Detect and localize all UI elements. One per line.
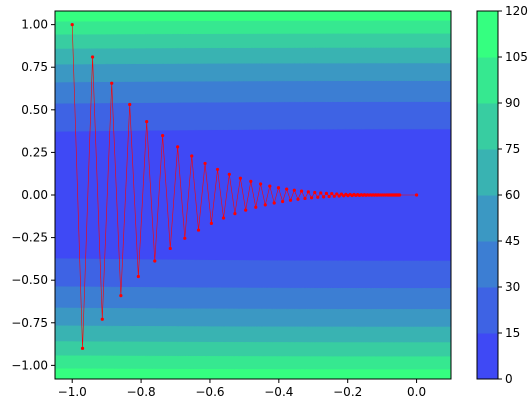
trajectory-point-46 — [330, 192, 334, 196]
colorbar-tick-label-8: 120 — [505, 4, 528, 18]
trajectory-point-48 — [335, 192, 339, 196]
trajectory-point-15 — [196, 228, 201, 232]
x-tick-label-4: −0.2 — [333, 385, 362, 399]
trajectory-point-35 — [296, 197, 300, 201]
x-axis: −1.0 −0.8 −0.6 −0.4 −0.2 0.0 — [58, 379, 426, 399]
colorbar-tick-label-6: 90 — [505, 96, 520, 110]
trajectory-point-3 — [100, 317, 104, 321]
trajectory-point-7 — [136, 274, 140, 279]
colorbar-swatch-4 — [477, 149, 498, 196]
colorbar-tick-label-1: 15 — [505, 326, 520, 340]
trajectory-point-8 — [145, 120, 149, 124]
trajectory-point-49 — [337, 194, 341, 198]
trajectory-point-17 — [209, 221, 213, 226]
trajectory-point-2 — [90, 55, 95, 59]
trajectory-point-24 — [249, 179, 253, 184]
x-tick-label-3: −0.4 — [264, 385, 293, 399]
trajectory-point-34 — [292, 188, 296, 192]
trajectory-point-43 — [322, 195, 326, 199]
y-tick-label-6: −0.50 — [11, 273, 48, 287]
trajectory-point-11 — [168, 246, 172, 251]
y-tick-label-2: 0.50 — [21, 103, 48, 117]
trajectory-point-12 — [176, 145, 180, 149]
colorbar-tick-label-7: 105 — [505, 50, 528, 64]
colorbar-swatch-6 — [477, 57, 498, 104]
colorbar-tick-label-3: 45 — [505, 234, 520, 248]
trajectory-point-19 — [221, 216, 226, 220]
trajectory-point-6 — [128, 102, 132, 107]
trajectory-point-36 — [299, 189, 304, 193]
y-tick-label-4: 0.00 — [21, 188, 48, 202]
colorbar-swatch-1 — [477, 287, 498, 334]
trajectory-point-40 — [313, 190, 317, 195]
y-tick-label-8: −1.00 — [11, 358, 48, 372]
trajectory-point-39 — [309, 196, 314, 200]
trajectory-point-32 — [285, 187, 289, 191]
trajectory-point-10 — [161, 134, 165, 138]
trajectory-point-20 — [227, 172, 231, 176]
y-tick-label-0: 1.00 — [21, 18, 48, 32]
trajectory-point-50 — [339, 192, 344, 196]
y-tick-label-5: −0.25 — [11, 231, 48, 245]
trajectory-point-33 — [288, 198, 293, 202]
trajectory-point-44 — [324, 191, 329, 195]
contour-fill-layer — [55, 11, 451, 379]
x-tick-label-0: −1.0 — [58, 385, 87, 399]
x-tick-label-2: −0.6 — [195, 385, 224, 399]
trajectory-point-14 — [190, 154, 194, 158]
trajectory-point-28 — [268, 184, 272, 188]
trajectory-point-21 — [233, 212, 237, 216]
trajectory-point-42 — [319, 191, 323, 195]
x-tick-label-1: −0.8 — [127, 385, 156, 399]
y-axis: 1.00 0.75 0.50 0.25 0.00 −0.25 −0.50 −0.75 −1.00 — [11, 18, 55, 372]
trajectory-point-1 — [80, 346, 85, 350]
trajectory-point-45 — [327, 194, 331, 199]
trajectory-layer — [70, 23, 419, 350]
trajectory-point-27 — [263, 203, 267, 207]
trajectory-point-5 — [119, 294, 123, 298]
trajectory-point-18 — [215, 167, 220, 172]
colorbar-swatch-2 — [477, 241, 498, 288]
y-tick-label-3: 0.25 — [21, 145, 48, 159]
trajectory-point-0 — [70, 23, 74, 27]
trajectory-point-13 — [183, 236, 187, 240]
colorbar-swatch-0 — [477, 333, 498, 380]
trajectory-point-25 — [254, 205, 258, 209]
trajectory-point-9 — [153, 259, 157, 263]
contour-band-lower-7 — [55, 368, 451, 379]
trajectory-point-29 — [272, 201, 276, 205]
colorbar-swatch-5 — [477, 103, 498, 150]
trajectory-point-4 — [110, 81, 114, 85]
contour-band-upper-7 — [55, 11, 451, 22]
colorbar-tick-label-5: 75 — [505, 142, 520, 156]
trajectory-point-41 — [316, 195, 320, 199]
colorbar: 0 15 30 45 60 75 90 105 120 — [476, 4, 528, 386]
trajectory-point-26 — [258, 182, 263, 186]
colorbar-swatch-3 — [477, 195, 498, 242]
trajectory-point-30 — [276, 186, 281, 190]
x-tick-label-5: 0.0 — [407, 385, 426, 399]
colorbar-tick-label-4: 60 — [505, 188, 520, 202]
trajectory-point-100 — [414, 193, 419, 197]
trajectory-point-16 — [203, 161, 207, 166]
trajectory-point-47 — [332, 194, 336, 198]
y-tick-label-1: 0.75 — [21, 60, 48, 74]
trajectory-point-38 — [306, 190, 310, 194]
trajectory-point-99 — [398, 193, 402, 197]
trajectory-point-37 — [303, 196, 307, 201]
colorbar-swatch-7 — [477, 11, 498, 58]
trajectory-point-23 — [244, 208, 248, 212]
colorbar-tick-label-2: 30 — [505, 280, 520, 294]
trajectory-point-22 — [238, 176, 242, 180]
colorbar-tick-label-0: 0 — [505, 372, 513, 386]
trajectory-point-31 — [281, 199, 285, 204]
y-tick-label-7: −0.75 — [11, 316, 48, 330]
